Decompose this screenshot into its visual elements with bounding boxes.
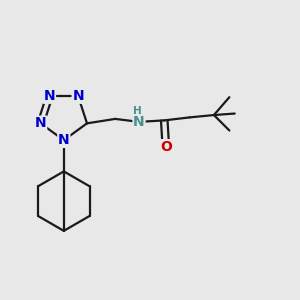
Text: N: N (133, 115, 145, 129)
Text: H: H (133, 106, 142, 116)
Text: N: N (58, 133, 70, 147)
Text: N: N (35, 116, 46, 130)
Text: O: O (160, 140, 172, 154)
Text: N: N (44, 89, 55, 103)
Text: N: N (72, 89, 84, 103)
